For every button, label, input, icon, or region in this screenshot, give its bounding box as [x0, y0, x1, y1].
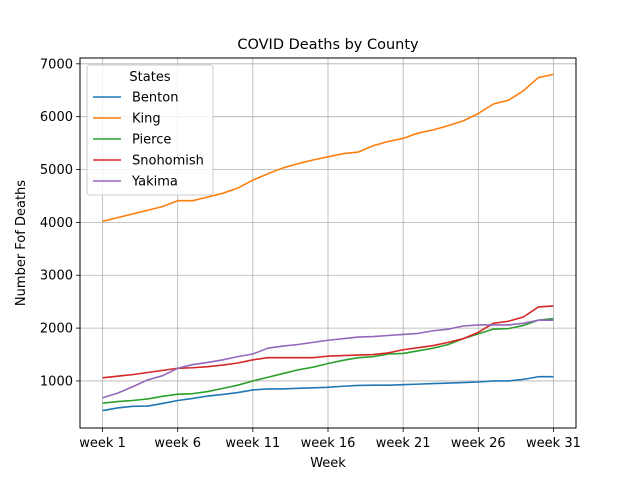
legend-label-king: King	[132, 112, 161, 127]
gridlines	[80, 58, 576, 428]
legend: States Benton King Pierce Snohomish Yakima	[86, 64, 214, 196]
y-axis-label: Number Fof Deaths	[14, 180, 29, 306]
series-line-yakima	[102, 319, 554, 399]
x-tick-label: week 1	[79, 436, 126, 451]
series-lines	[102, 73, 554, 412]
series-line-king	[102, 73, 554, 223]
legend-title: States	[129, 70, 170, 85]
x-tick-label: week 26	[451, 436, 506, 451]
y-tick-label: 7000	[40, 57, 73, 72]
x-axis-label: Week	[310, 456, 346, 471]
x-tick-label: week 11	[225, 436, 280, 451]
chart-title: COVID Deaths by County	[237, 37, 419, 53]
legend-label-snohomish: Snohomish	[132, 154, 204, 169]
legend-entries: Benton King Pierce Snohomish Yakima	[93, 91, 204, 190]
y-tick-label: 1000	[40, 374, 73, 389]
y-tick-label: 4000	[40, 216, 73, 231]
x-tick-label: week 16	[301, 436, 356, 451]
x-tick-label: week 21	[376, 436, 431, 451]
legend-label-pierce: Pierce	[132, 133, 171, 148]
y-tick-label: 6000	[40, 110, 73, 125]
x-tick-label: week 31	[526, 436, 581, 451]
legend-label-benton: Benton	[132, 91, 178, 106]
y-tick-label: 2000	[40, 322, 73, 337]
y-tick-label: 5000	[40, 163, 73, 178]
y-tick-label: 3000	[40, 269, 73, 284]
series-line-benton	[102, 375, 554, 412]
x-tick-label: week 6	[154, 436, 201, 451]
y-axis-ticks: 1000 2000 3000 4000 5000 6000 7000	[40, 57, 80, 389]
series-line-pierce	[102, 317, 554, 404]
legend-label-yakima: Yakima	[131, 175, 178, 190]
x-axis-ticks: week 1 week 6 week 11 week 16 week 21 week 26…	[79, 428, 581, 451]
